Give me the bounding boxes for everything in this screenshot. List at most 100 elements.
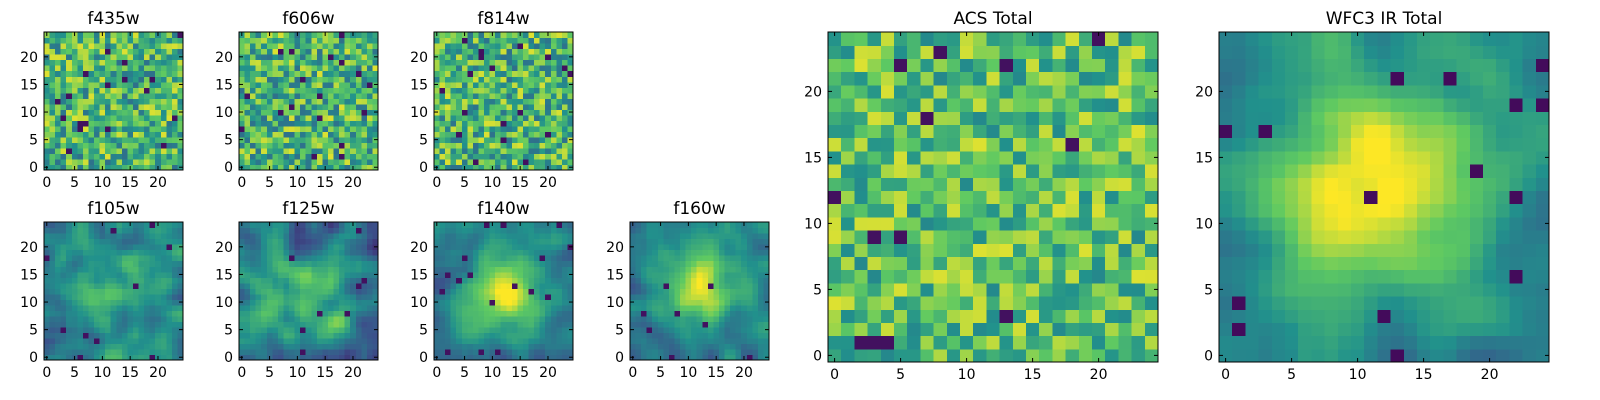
heatmap-cell: [668, 326, 676, 333]
heatmap-cell: [752, 271, 759, 278]
heatmap-cell: [339, 244, 346, 251]
heatmap-cell: [999, 269, 1014, 284]
heatmap-cell: [55, 321, 62, 328]
heatmap-cell: [277, 114, 285, 121]
heatmap-cell: [294, 103, 301, 110]
heatmap-cell: [763, 249, 770, 256]
heatmap-cell: [752, 277, 759, 284]
heatmap-cell: [445, 142, 452, 149]
heatmap-cell: [294, 233, 301, 240]
heatmap-cell: [327, 92, 335, 99]
heatmap-cell: [94, 81, 101, 88]
heatmap-cell: [741, 227, 748, 234]
heatmap-cell: [752, 337, 759, 345]
heatmap-cell: [171, 48, 179, 55]
heatmap-cell: [166, 153, 173, 160]
heatmap-cell: [316, 310, 323, 317]
heatmap-cell: [467, 54, 474, 61]
heatmap-cell: [149, 332, 156, 339]
heatmap-cell: [82, 43, 90, 50]
heatmap-cell: [534, 277, 541, 284]
heatmap-cell: [99, 260, 106, 267]
heatmap-cell: [300, 131, 307, 138]
heatmap-cell: [155, 43, 162, 50]
heatmap-cell: [434, 120, 441, 127]
heatmap-cell: [239, 92, 246, 99]
y-tick-label: 10: [20, 105, 38, 121]
heatmap-cell: [500, 227, 507, 234]
heatmap-cell: [255, 142, 262, 149]
heatmap-cell: [489, 153, 496, 160]
heatmap-cell: [144, 348, 151, 356]
heatmap-cell: [456, 238, 463, 245]
heatmap-cell: [361, 131, 368, 138]
heatmap-cell: [484, 310, 491, 317]
heatmap-cell: [333, 81, 340, 88]
heatmap-cell: [718, 326, 726, 333]
heatmap-cell: [49, 354, 56, 361]
heatmap-cell: [960, 335, 974, 350]
heatmap-cell: [763, 288, 770, 295]
heatmap-cell: [500, 326, 507, 333]
heatmap-cell: [545, 299, 552, 306]
heatmap-cell: [127, 158, 134, 166]
heatmap-cell: [933, 256, 948, 271]
heatmap-cell: [261, 153, 268, 160]
heatmap-cell: [946, 335, 961, 350]
heatmap-cell: [880, 150, 895, 165]
heatmap-cell: [545, 293, 552, 300]
heatmap-cell: [311, 120, 318, 127]
heatmap-cell: [1065, 296, 1080, 310]
heatmap-cell: [841, 348, 855, 363]
x-tick-label: 10: [483, 365, 501, 381]
heatmap-cell: [489, 87, 496, 94]
heatmap-cell: [350, 65, 357, 72]
heatmap-cell: [646, 299, 653, 306]
heatmap-cell: [439, 249, 446, 256]
heatmap-cell: [339, 249, 346, 256]
heatmap-cell: [105, 98, 112, 105]
heatmap-cell: [272, 131, 279, 138]
heatmap-cell: [66, 244, 73, 251]
y-tick-label: 20: [215, 240, 233, 256]
heatmap-cell: [439, 233, 446, 240]
heatmap-cell: [311, 32, 318, 39]
heatmap-cell: [674, 282, 681, 289]
heatmap-cell: [746, 233, 753, 240]
heatmap-cell: [500, 354, 507, 361]
heatmap-cell: [311, 147, 318, 155]
heatmap-cell: [66, 125, 73, 132]
heatmap-cell: [763, 293, 770, 300]
heatmap-cell: [166, 249, 173, 256]
heatmap-cell: [545, 153, 552, 160]
heatmap-cell: [350, 92, 357, 99]
heatmap-cell: [177, 288, 184, 295]
heatmap-cell: [355, 109, 362, 116]
heatmap-cell: [311, 299, 318, 306]
heatmap-cell: [652, 343, 659, 350]
heatmap-cell: [322, 321, 329, 328]
heatmap-cell: [44, 43, 51, 50]
heatmap-cell: [255, 43, 262, 50]
heatmap-cell: [933, 203, 948, 218]
heatmap-cell: [439, 131, 446, 138]
heatmap-cell: [294, 299, 301, 306]
heatmap-cell: [933, 164, 948, 178]
heatmap-cell: [1012, 322, 1027, 337]
heatmap-cell: [60, 271, 67, 278]
heatmap-cell: [339, 120, 346, 127]
heatmap-cell: [478, 321, 485, 328]
axes-frame: [629, 221, 770, 361]
heatmap-cell: [322, 326, 329, 333]
heatmap-cell: [327, 315, 335, 322]
heatmap-cell: [116, 131, 123, 138]
heatmap-cell: [166, 299, 173, 306]
heatmap-cell: [160, 337, 167, 345]
heatmap-cell: [522, 222, 530, 229]
heatmap-cell: [472, 114, 480, 121]
heatmap-cell: [244, 304, 251, 311]
heatmap-cell: [652, 326, 659, 333]
heatmap-cell: [82, 76, 90, 83]
heatmap-cell: [528, 37, 535, 44]
heatmap-cell: [539, 48, 546, 55]
